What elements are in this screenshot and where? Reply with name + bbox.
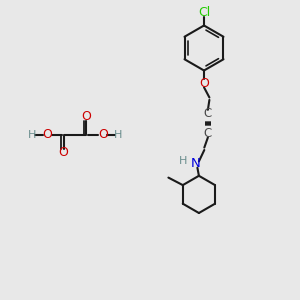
Text: C: C: [204, 107, 212, 120]
Text: H: H: [114, 130, 122, 140]
Text: H: H: [28, 130, 36, 140]
Text: O: O: [42, 128, 52, 142]
Text: C: C: [204, 127, 212, 140]
Text: O: O: [59, 146, 68, 160]
Text: Cl: Cl: [198, 6, 210, 20]
Text: H: H: [179, 156, 188, 166]
Text: O: O: [199, 76, 209, 90]
Text: N: N: [191, 157, 201, 170]
Text: O: O: [82, 110, 91, 124]
Text: O: O: [98, 128, 108, 142]
